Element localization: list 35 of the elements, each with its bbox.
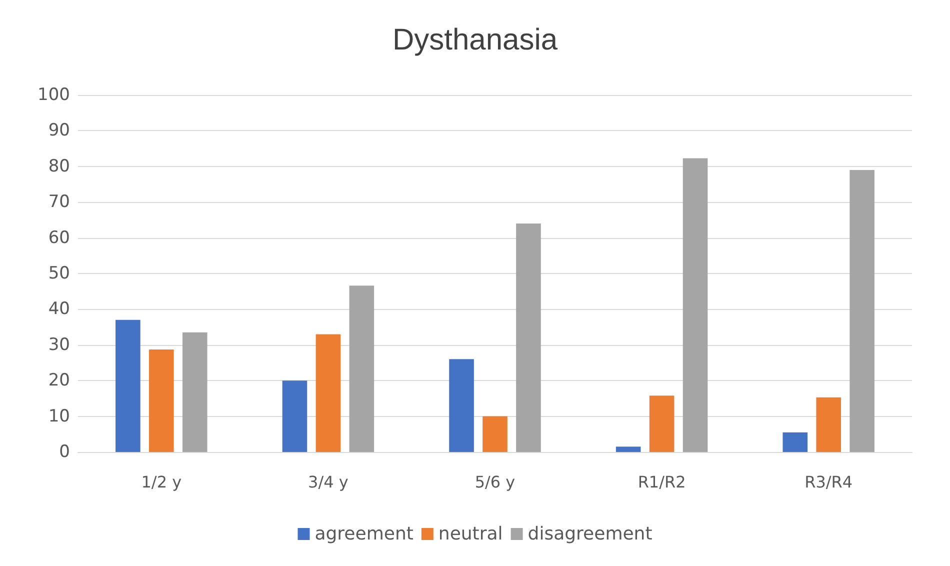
bar [682,158,708,452]
y-tick-label: 20 [48,370,70,391]
y-tick-label: 90 [48,120,70,141]
bar [316,334,341,452]
chart-title: Dysthanasia [392,24,558,56]
x-tick-label: 3/4 y [308,472,348,492]
bar [850,170,874,452]
y-tick-label: 30 [48,334,70,355]
bar [516,224,541,452]
y-tick-label: 100 [38,85,70,105]
x-tick-label: 1/2 y [141,472,182,492]
legend-label: agreement [314,524,414,544]
bar [482,416,508,452]
bar [649,396,674,452]
bar [349,286,374,452]
bar [816,397,841,452]
y-tick-label: 40 [48,299,70,320]
x-tick-label: R3/R4 [804,472,853,492]
x-tick-label: 5/6 y [474,472,516,492]
y-tick-label: 50 [48,264,70,284]
bar [282,380,308,452]
y-tick-label: 60 [48,228,70,248]
bar [116,320,140,452]
legend-label: neutral [438,524,503,544]
bar [449,359,474,452]
y-tick-label: 80 [48,156,70,176]
x-tick-label: R1/R2 [638,472,686,492]
bar [782,432,808,452]
legend-label: disagreement [528,524,652,544]
y-tick-label: 70 [48,192,70,212]
bar [616,446,641,452]
y-tick-label: 10 [48,406,70,426]
bar [182,332,208,452]
bar [149,350,174,452]
y-tick-label: 0 [59,442,70,462]
